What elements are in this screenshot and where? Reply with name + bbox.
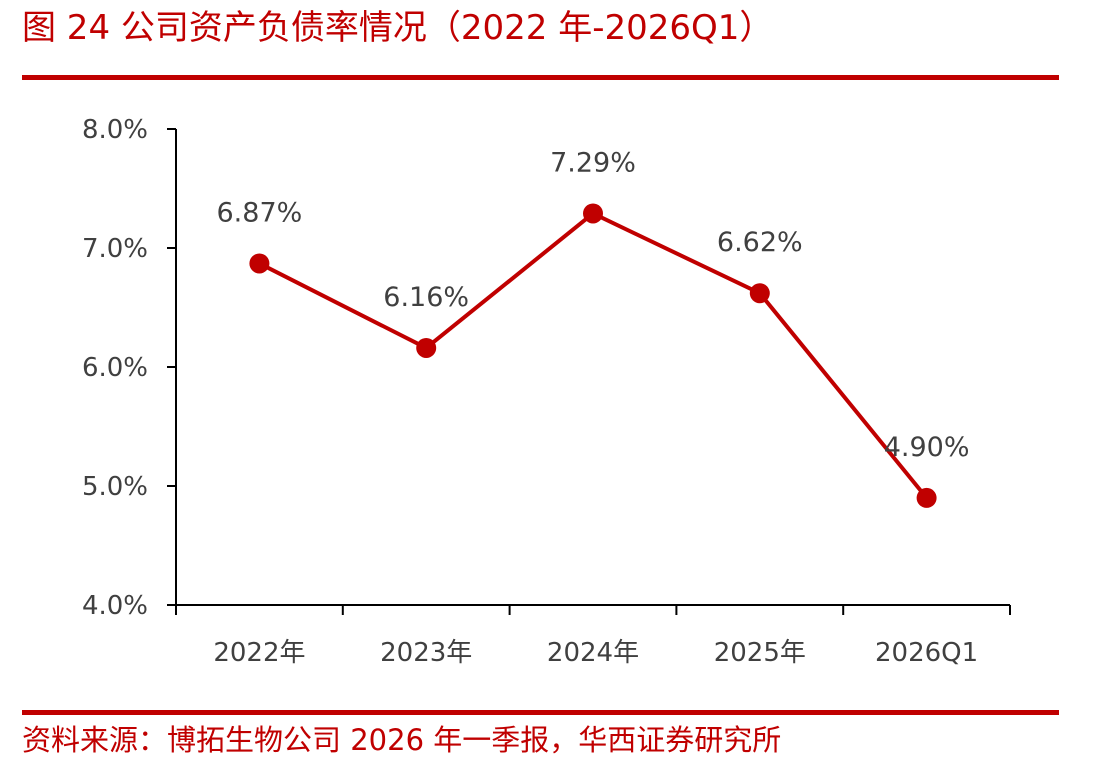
y-axis-ticks: 4.0% 5.0% 6.0% 7.0% 8.0% [82, 115, 176, 621]
data-label: 6.87% [217, 197, 303, 228]
x-tick-label: 2024年 [547, 638, 639, 668]
data-label: 6.62% [717, 227, 803, 258]
y-tick-label: 5.0% [82, 472, 148, 502]
x-tick-label: 2022年 [213, 638, 305, 668]
data-point-marker [916, 487, 937, 508]
x-tick-label: 2025年 [714, 638, 806, 668]
line-chart: 4.0% 5.0% 6.0% 7.0% 8.0% 2022年 2023年 2024年 2025… [82, 115, 1011, 668]
source-note: 资料来源：博拓生物公司 2026 年一季报，华西证券研究所 [22, 723, 782, 757]
footer-divider [22, 710, 1059, 715]
data-label: 6.16% [383, 282, 469, 313]
x-axis-ticks: 2022年 2023年 2024年 2025年 2026Q1 [175, 605, 1011, 668]
y-tick-label: 8.0% [82, 115, 148, 145]
data-point-marker [583, 203, 603, 224]
x-tick-label: 2026Q1 [875, 638, 978, 668]
series-layer [249, 203, 937, 508]
data-point-marker [749, 283, 770, 304]
y-tick-label: 4.0% [82, 591, 148, 621]
data-point-marker [416, 337, 437, 358]
x-tick-label: 2023年 [380, 638, 472, 668]
y-tick-label: 6.0% [82, 353, 148, 383]
data-label: 4.90% [884, 432, 970, 463]
series-line [258, 211, 929, 500]
data-label: 7.29% [550, 147, 636, 178]
data-labels: 6.87% 6.16% 7.29% 6.62% 4.90% [217, 147, 970, 462]
y-tick-label: 7.0% [82, 234, 148, 264]
title-divider [22, 75, 1059, 80]
chart-title: 图 24 公司资产负债率情况（2022 年-2026Q1） [22, 8, 774, 48]
data-point-marker [249, 253, 270, 274]
